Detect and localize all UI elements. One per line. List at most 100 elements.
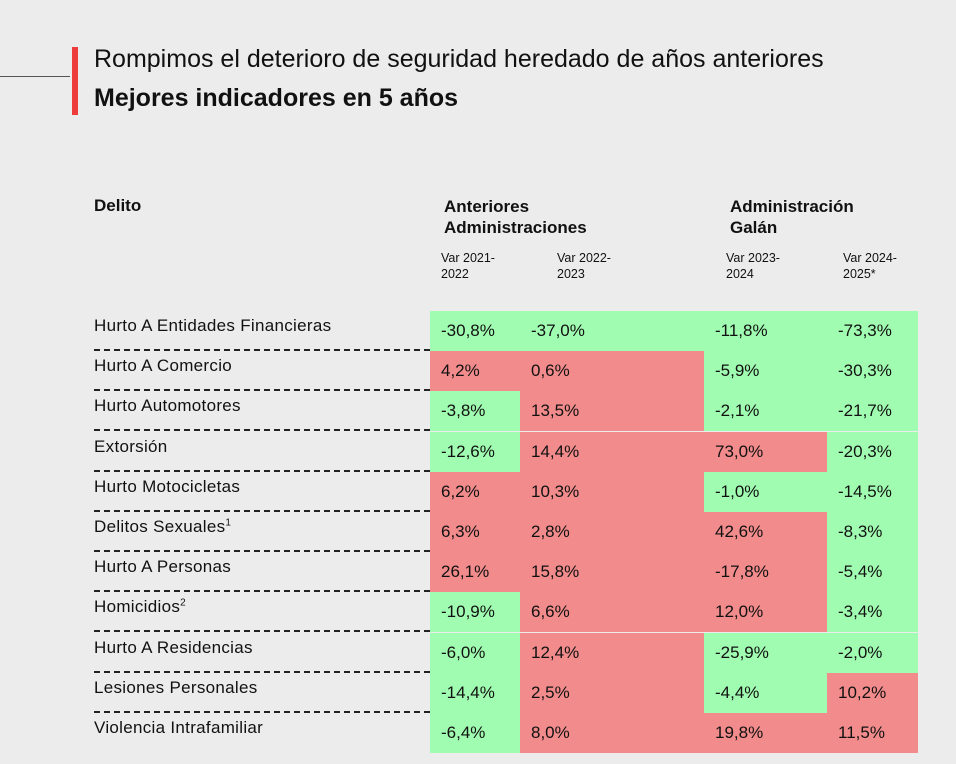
table-row: Hurto A Residencias -6,0% 12,4% -25,9% -2,0% xyxy=(0,632,956,673)
value-cell: -73,3% xyxy=(827,311,918,351)
row-divider xyxy=(94,469,430,472)
table-row: Delitos Sexuales1 6,3% 2,8% 42,6% -8,3% xyxy=(0,512,956,552)
value-cell: -37,0% xyxy=(520,311,704,351)
row-divider xyxy=(94,429,430,432)
value-cell: -6,4% xyxy=(430,713,520,753)
row-divider xyxy=(94,509,430,512)
value-cell: 11,5% xyxy=(827,713,918,753)
row-label: Hurto Automotores xyxy=(94,396,241,416)
crime-name: Hurto A Comercio xyxy=(94,356,233,376)
value-cell: -17,8% xyxy=(704,552,827,593)
row-divider xyxy=(94,349,430,351)
accent-bar xyxy=(72,47,78,115)
value-cell: -2,1% xyxy=(704,391,827,432)
row-divider xyxy=(94,710,430,713)
value-cell: -10,9% xyxy=(430,592,520,633)
row-label: Delitos Sexuales1 xyxy=(94,517,231,537)
page-title: Rompimos el deterioro de seguridad hered… xyxy=(94,45,824,73)
value-cell: 14,4% xyxy=(520,431,704,472)
value-cell: -14,4% xyxy=(430,672,520,713)
row-divider xyxy=(94,590,430,593)
value-cell: 42,6% xyxy=(704,512,827,552)
row-divider xyxy=(94,550,430,552)
value-cell: -2,0% xyxy=(827,632,918,673)
table-row: Extorsión -12,6% 14,4% 73,0% -20,3% xyxy=(0,431,956,472)
value-cell: 6,2% xyxy=(430,471,520,512)
crime-name: Violencia Intrafamiliar xyxy=(94,718,264,737)
value-cell: 8,0% xyxy=(520,713,704,753)
crime-name: Delitos Sexuales xyxy=(94,517,226,536)
value-cell: 6,6% xyxy=(520,592,704,633)
value-cell: -20,3% xyxy=(827,431,918,472)
crime-name: Hurto A Entidades Financieras xyxy=(94,316,332,335)
table-row: Violencia Intrafamiliar -6,4% 8,0% 19,8% 11,… xyxy=(0,713,956,753)
value-cell: -4,4% xyxy=(704,672,827,713)
table-row: Hurto Automotores -3,8% 13,5% -2,1% -21,7% xyxy=(0,391,956,432)
value-cell: 10,2% xyxy=(827,672,918,713)
row-label: Hurto A Residencias xyxy=(94,638,253,658)
value-cell: 13,5% xyxy=(520,391,704,432)
row-label: Homicidios2 xyxy=(94,597,186,617)
footnote-marker: 2 xyxy=(180,597,187,609)
crime-name: Hurto Automotores xyxy=(94,396,241,416)
row-divider xyxy=(94,670,430,673)
row-label: Violencia Intrafamiliar xyxy=(94,718,263,738)
value-cell: -1,0% xyxy=(704,471,827,512)
row-divider xyxy=(94,630,430,633)
value-cell: -3,4% xyxy=(827,592,918,633)
page-subtitle: Mejores indicadores en 5 años xyxy=(94,84,459,112)
value-cell: 2,8% xyxy=(520,512,704,552)
table-row: Lesiones Personales -14,4% 2,5% -4,4% 10,2% xyxy=(0,672,956,713)
crime-name: Hurto Motocicletas xyxy=(94,476,241,496)
footnote-marker: 1 xyxy=(225,517,232,529)
column-header-var: Var 2023-2024 xyxy=(726,251,780,281)
value-cell: -6,0% xyxy=(430,632,520,673)
row-label: Hurto A Entidades Financieras xyxy=(94,316,331,336)
value-cell: 6,3% xyxy=(430,512,520,552)
group-header-previous: Anteriores Administraciones xyxy=(444,197,587,237)
table-row: Hurto A Personas 26,1% 15,8% -17,8% -5,4% xyxy=(0,552,956,593)
crime-name: Homicidios xyxy=(94,597,181,617)
value-cell: 4,2% xyxy=(430,351,520,392)
value-cell: -12,6% xyxy=(430,431,520,472)
decorative-line xyxy=(0,76,70,77)
value-cell: -25,9% xyxy=(704,632,827,673)
row-label: Lesiones Personales xyxy=(94,678,258,698)
value-cell: 19,8% xyxy=(704,713,827,753)
value-cell: -5,4% xyxy=(827,552,918,593)
row-label: Hurto A Personas xyxy=(94,557,231,577)
value-cell: 12,0% xyxy=(704,592,827,633)
column-header-var: Var 2022-2023 xyxy=(557,251,611,281)
value-cell: 2,5% xyxy=(520,672,704,713)
value-cell: -5,9% xyxy=(704,351,827,392)
value-cell: -8,3% xyxy=(827,512,918,552)
table-row: Hurto A Entidades Financieras -30,8% -37,0… xyxy=(0,311,956,351)
row-label: Hurto Motocicletas xyxy=(94,477,240,497)
value-cell: 15,8% xyxy=(520,552,704,593)
table-row: Hurto Motocicletas 6,2% 10,3% -1,0% -14,5% xyxy=(0,471,956,512)
row-divider xyxy=(94,389,430,392)
crime-name: Hurto A Personas xyxy=(94,557,232,577)
value-cell: -30,3% xyxy=(827,351,918,392)
value-cell: 0,6% xyxy=(520,351,704,392)
table-row: Homicidios2 -10,9% 6,6% 12,0% -3,4% xyxy=(0,592,956,633)
column-header-var: Var 2021-2022 xyxy=(441,251,495,281)
column-header-var: Var 2024-2025* xyxy=(843,251,897,281)
column-header-delito: Delito xyxy=(94,196,142,215)
value-cell: -21,7% xyxy=(827,391,918,432)
table-row: Hurto A Comercio 4,2% 0,6% -5,9% -30,3% xyxy=(0,351,956,392)
row-label: Hurto A Comercio xyxy=(94,356,232,376)
group-header-galan: Administración Galán xyxy=(730,197,854,237)
value-cell: 26,1% xyxy=(430,552,520,593)
value-cell: 10,3% xyxy=(520,471,704,512)
value-cell: -3,8% xyxy=(430,391,520,432)
crime-name: Hurto A Residencias xyxy=(94,637,253,657)
value-cell: -11,8% xyxy=(704,311,827,351)
value-cell: -30,8% xyxy=(430,311,520,351)
row-label: Extorsión xyxy=(94,437,168,457)
value-cell: 73,0% xyxy=(704,431,827,472)
crime-name: Lesiones Personales xyxy=(94,677,258,697)
crime-name: Extorsión xyxy=(94,436,168,456)
value-cell: -14,5% xyxy=(827,471,918,512)
value-cell: 12,4% xyxy=(520,632,704,673)
